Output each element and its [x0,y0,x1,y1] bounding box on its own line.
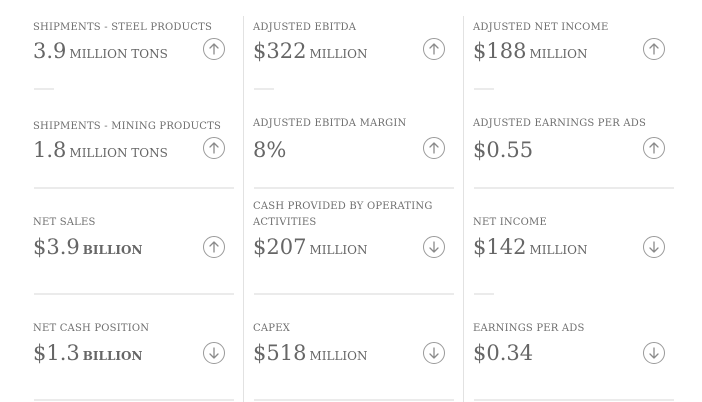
metric-value-line: $1.3 BILLION [33,341,142,365]
metric-label: ADJUSTED EBITDA [253,22,357,33]
metric-label: ADJUSTED EARNINGS PER ADS [473,118,647,129]
metric-value: $3.9 [33,235,80,259]
trend-up-icon[interactable] [203,236,225,258]
metric-unit: MILLION [309,349,368,363]
metric-value: 3.9 [33,39,67,63]
trend-down-icon[interactable] [643,236,665,258]
metric-label: ADJUSTED NET INCOME [473,22,609,33]
row-separator [34,187,234,189]
trend-down-icon[interactable] [423,236,445,258]
metric-value: $188 [473,39,527,63]
metric-label: NET INCOME [473,217,547,228]
row-separator [254,88,274,90]
row-separator [474,187,674,189]
row-separator [474,293,494,295]
column-divider [243,16,244,402]
trend-up-icon[interactable] [423,137,445,159]
trend-up-icon[interactable] [423,38,445,60]
trend-down-icon[interactable] [643,342,665,364]
metric-value: $0.34 [473,341,534,365]
metric-value-line: $3.9 BILLION [33,235,142,259]
metric-value-line: $0.34 [473,341,533,365]
metric-value: $207 [253,235,307,259]
metric-unit: BILLION [82,243,143,257]
metric-value-line: $207 MILLION [253,235,368,259]
trend-up-icon[interactable] [203,137,225,159]
metric-label: SHIPMENTS - STEEL PRODUCTS [33,22,213,33]
row-separator [34,293,234,295]
metric-value-line: $188 MILLION [473,39,588,63]
metric-unit: MILLION [529,243,588,257]
metric-label: EARNINGS PER ADS [473,323,585,334]
metric-value: 1.8 [33,138,67,162]
metric-value-line: $142 MILLION [473,235,588,259]
metric-value-line: $322 MILLION [253,39,368,63]
metric-value: $322 [253,39,307,63]
row-separator [254,187,454,189]
metric-value-line: 1.8 MILLION TONS [33,138,168,162]
metric-unit: MILLION [309,243,368,257]
metric-label: NET CASH POSITION [33,323,150,334]
metric-value-line: 3.9 MILLION TONS [33,39,168,63]
row-separator [474,88,494,90]
metric-label: SHIPMENTS - MINING PRODUCTS [33,121,222,132]
metric-unit: BILLION [82,349,143,363]
trend-down-icon[interactable] [203,342,225,364]
trend-down-icon[interactable] [423,342,445,364]
column-divider [463,16,464,402]
metric-unit: MILLION [529,47,588,61]
metric-unit: MILLION TONS [69,146,168,160]
trend-up-icon[interactable] [643,137,665,159]
metric-value-line: $518 MILLION [253,341,368,365]
row-separator [474,399,674,401]
row-separator [34,88,54,90]
metric-value: $518 [253,341,307,365]
metric-value-line: $0.55 [473,138,533,162]
metric-value-line: 8% [253,138,286,162]
trend-up-icon[interactable] [643,38,665,60]
metric-unit: MILLION [309,47,368,61]
metric-label: ADJUSTED EBITDA MARGIN [253,118,407,129]
row-separator [254,293,454,295]
metric-value: 8% [253,138,287,162]
metric-label: CAPEX [253,323,291,334]
metric-value: $1.3 [33,341,80,365]
metric-label: NET SALES [33,217,96,228]
metric-label: CASH PROVIDED BY OPERATING ACTIVITIES [253,201,433,228]
metric-value: $142 [473,235,527,259]
trend-up-icon[interactable] [203,38,225,60]
metric-value: $0.55 [473,138,534,162]
row-separator [254,399,454,401]
metric-unit: MILLION TONS [69,47,168,61]
row-separator [34,399,234,401]
